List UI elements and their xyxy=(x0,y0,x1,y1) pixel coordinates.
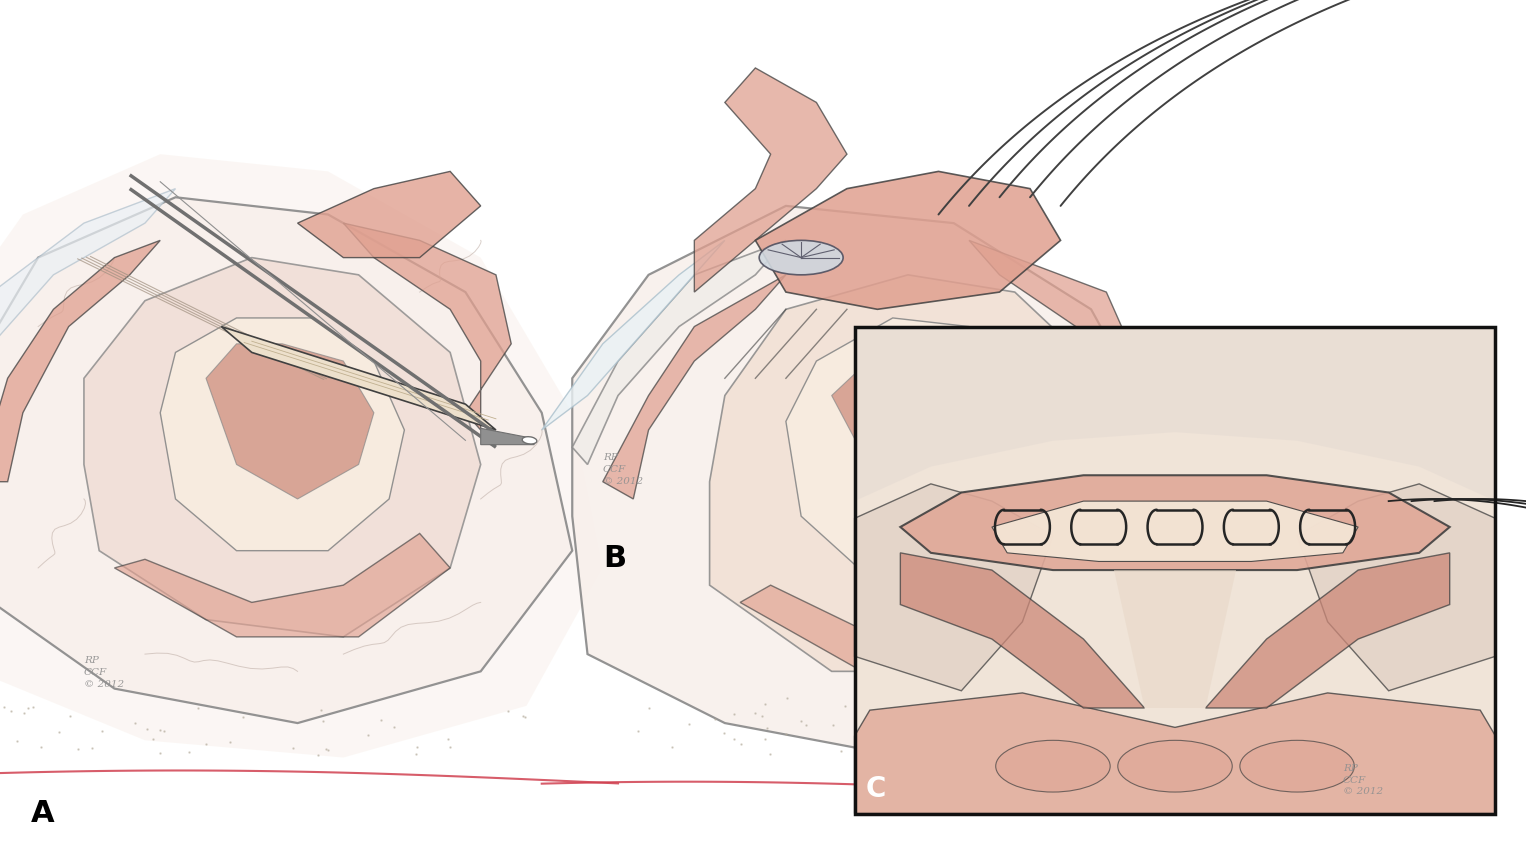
Polygon shape xyxy=(694,69,847,293)
Ellipse shape xyxy=(522,437,537,444)
Ellipse shape xyxy=(1117,740,1231,792)
Polygon shape xyxy=(900,553,1144,708)
Ellipse shape xyxy=(1239,740,1355,792)
Polygon shape xyxy=(542,241,725,430)
Text: A: A xyxy=(31,797,53,827)
Polygon shape xyxy=(0,189,175,370)
Polygon shape xyxy=(855,327,1495,501)
Polygon shape xyxy=(160,319,404,551)
Text: C: C xyxy=(865,775,885,802)
Polygon shape xyxy=(206,344,374,499)
Polygon shape xyxy=(84,258,481,637)
Polygon shape xyxy=(343,224,511,430)
Ellipse shape xyxy=(758,241,842,276)
Polygon shape xyxy=(1114,570,1236,708)
Polygon shape xyxy=(298,172,481,258)
Bar xyxy=(855,327,1495,814)
Polygon shape xyxy=(0,198,572,723)
Bar xyxy=(855,327,1495,814)
Polygon shape xyxy=(992,501,1358,562)
Polygon shape xyxy=(755,172,1061,310)
Polygon shape xyxy=(855,484,1053,691)
Polygon shape xyxy=(740,568,1091,672)
Polygon shape xyxy=(221,327,496,430)
Polygon shape xyxy=(900,475,1450,570)
Polygon shape xyxy=(855,693,1495,814)
Polygon shape xyxy=(572,241,786,465)
Polygon shape xyxy=(832,353,1030,534)
Text: RP
CCF
© 2012: RP CCF © 2012 xyxy=(603,453,642,486)
Polygon shape xyxy=(603,276,786,499)
Polygon shape xyxy=(1206,553,1450,708)
Polygon shape xyxy=(786,319,1061,585)
Text: B: B xyxy=(603,543,626,573)
Text: RP
CCF
© 2012: RP CCF © 2012 xyxy=(84,655,124,688)
Polygon shape xyxy=(572,207,1198,758)
Polygon shape xyxy=(114,534,450,637)
Polygon shape xyxy=(481,429,534,445)
Text: RP
CCF
© 2012: RP CCF © 2012 xyxy=(1343,763,1383,796)
Ellipse shape xyxy=(996,740,1111,792)
Polygon shape xyxy=(969,241,1137,430)
Polygon shape xyxy=(0,155,603,758)
Bar xyxy=(855,327,1495,814)
Polygon shape xyxy=(1297,484,1495,691)
Polygon shape xyxy=(710,276,1137,672)
Polygon shape xyxy=(0,241,160,482)
